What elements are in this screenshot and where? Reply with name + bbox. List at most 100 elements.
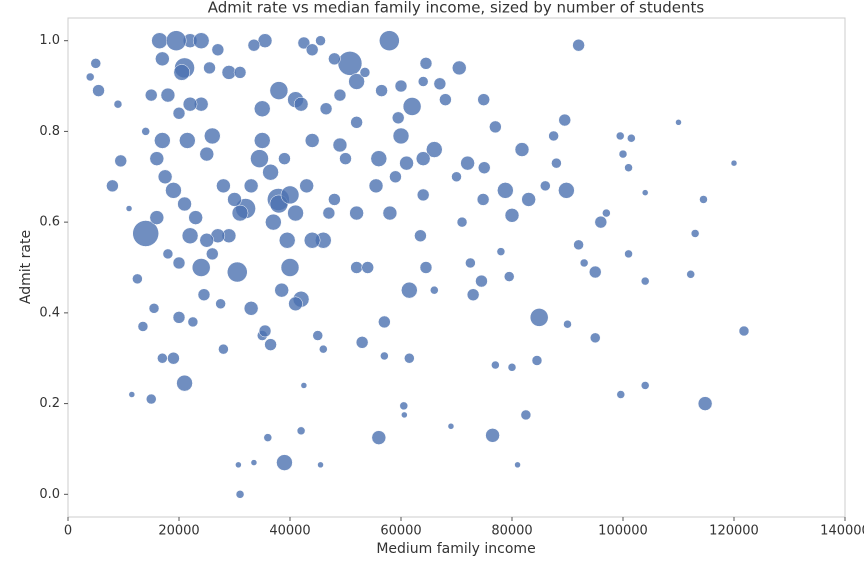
point bbox=[262, 163, 279, 181]
point bbox=[137, 321, 149, 332]
point bbox=[165, 182, 182, 199]
point bbox=[350, 261, 363, 274]
point bbox=[503, 271, 515, 282]
point bbox=[206, 247, 219, 261]
point bbox=[250, 459, 258, 466]
point bbox=[328, 193, 341, 206]
point bbox=[485, 428, 500, 443]
point bbox=[359, 67, 371, 78]
point bbox=[333, 88, 347, 102]
point bbox=[399, 155, 414, 171]
point bbox=[247, 38, 261, 52]
x-tick-label: 0 bbox=[64, 524, 72, 539]
point bbox=[211, 43, 225, 57]
point bbox=[466, 288, 480, 301]
point bbox=[496, 247, 506, 256]
y-tick-label: 0.4 bbox=[39, 305, 60, 320]
point bbox=[624, 249, 633, 259]
point bbox=[332, 137, 348, 153]
point bbox=[417, 76, 429, 87]
point bbox=[380, 351, 389, 361]
point bbox=[690, 229, 700, 238]
point bbox=[154, 132, 171, 149]
point bbox=[90, 58, 101, 69]
point bbox=[278, 152, 291, 165]
point bbox=[258, 324, 272, 338]
point bbox=[319, 102, 333, 115]
point bbox=[402, 97, 422, 116]
point bbox=[215, 298, 226, 310]
point bbox=[181, 227, 199, 244]
point bbox=[465, 257, 476, 269]
point bbox=[297, 36, 311, 50]
point bbox=[280, 258, 300, 277]
point bbox=[276, 454, 293, 471]
point bbox=[514, 461, 521, 469]
point bbox=[312, 330, 323, 341]
point bbox=[114, 154, 127, 168]
point bbox=[520, 409, 532, 421]
chart-title: Admit rate vs median family income, size… bbox=[208, 0, 705, 17]
point bbox=[199, 146, 214, 162]
point bbox=[151, 32, 168, 49]
point bbox=[319, 344, 328, 354]
point bbox=[451, 171, 462, 183]
point bbox=[300, 382, 308, 389]
point bbox=[128, 391, 136, 398]
point bbox=[322, 206, 336, 220]
point bbox=[125, 205, 133, 212]
point bbox=[149, 210, 165, 225]
x-tick-label: 60000 bbox=[380, 524, 421, 539]
point bbox=[235, 461, 242, 469]
point bbox=[375, 84, 388, 97]
point bbox=[551, 157, 562, 169]
point bbox=[433, 77, 447, 91]
point bbox=[113, 99, 123, 109]
x-tick-label: 120000 bbox=[709, 524, 759, 539]
point bbox=[419, 261, 433, 274]
point bbox=[355, 336, 369, 349]
point bbox=[337, 51, 363, 76]
point bbox=[92, 84, 105, 97]
point bbox=[165, 30, 187, 51]
point bbox=[254, 132, 271, 149]
point bbox=[299, 178, 314, 194]
point bbox=[173, 64, 191, 81]
point bbox=[521, 192, 536, 207]
point bbox=[155, 51, 170, 67]
point bbox=[491, 360, 500, 370]
point bbox=[315, 35, 326, 46]
point bbox=[167, 351, 180, 365]
point bbox=[699, 195, 708, 204]
point bbox=[489, 120, 502, 134]
point bbox=[640, 381, 650, 390]
point bbox=[514, 142, 530, 157]
point bbox=[254, 100, 271, 117]
point bbox=[540, 180, 551, 192]
point bbox=[203, 61, 216, 75]
point bbox=[401, 411, 408, 419]
point bbox=[188, 210, 203, 225]
point bbox=[263, 433, 273, 442]
point bbox=[317, 461, 324, 469]
point bbox=[149, 151, 165, 166]
point bbox=[686, 270, 695, 279]
point bbox=[415, 151, 431, 166]
point bbox=[404, 352, 415, 364]
point bbox=[157, 352, 168, 364]
x-tick-label: 20000 bbox=[158, 524, 199, 539]
point bbox=[162, 248, 174, 260]
point bbox=[218, 343, 229, 355]
point bbox=[157, 169, 173, 185]
point bbox=[572, 38, 585, 52]
point bbox=[85, 72, 95, 82]
y-tick-label: 0.8 bbox=[39, 124, 60, 139]
point bbox=[675, 119, 682, 126]
y-tick-label: 1.0 bbox=[39, 33, 60, 48]
point bbox=[563, 319, 572, 329]
point bbox=[558, 113, 571, 127]
point bbox=[304, 133, 320, 148]
point bbox=[579, 258, 589, 268]
point bbox=[274, 282, 289, 298]
